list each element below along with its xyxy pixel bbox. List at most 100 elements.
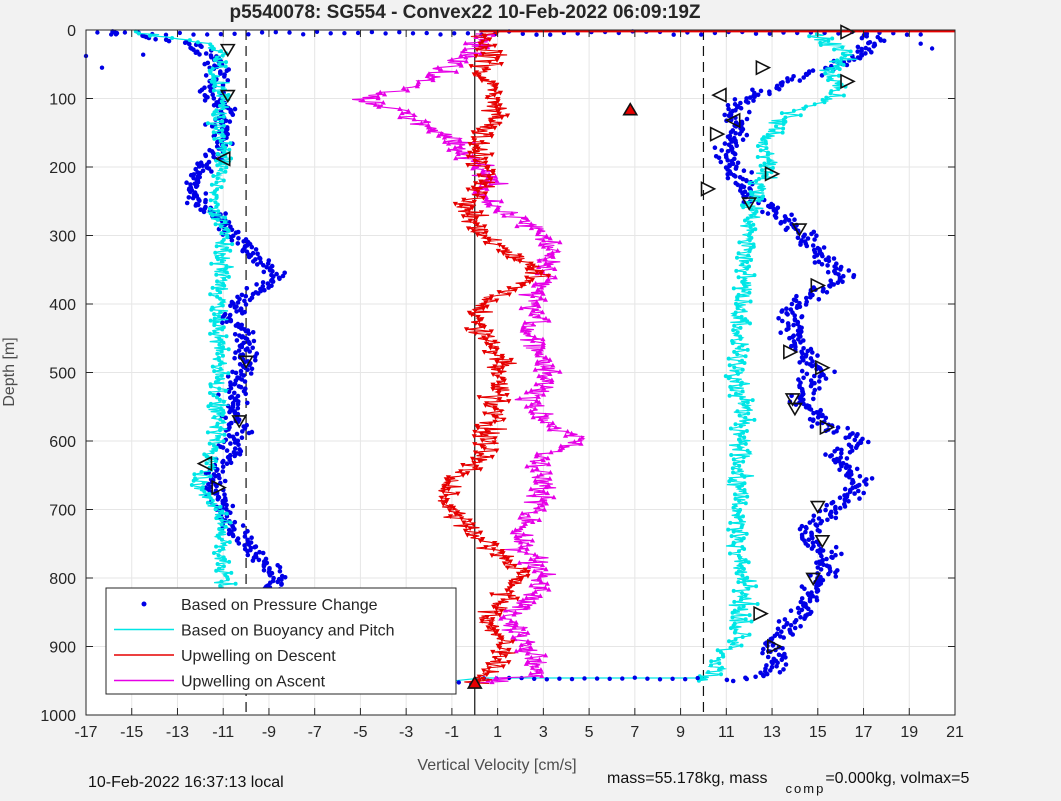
- buoyancy-descent-point: [230, 242, 235, 247]
- pressure-ascent-point: [723, 165, 729, 170]
- x-tick-label: 9: [676, 724, 685, 741]
- pressure-descent-point: [234, 309, 239, 314]
- pressure-ascent-point: [837, 495, 843, 501]
- pressure-surface-point: [410, 31, 416, 36]
- pressure-ascent-point: [808, 378, 814, 383]
- ascent-upwelling-point: [405, 108, 412, 113]
- buoyancy-ascent-point: [745, 260, 750, 265]
- buoyancy-ascent-point: [743, 501, 748, 506]
- pressure-ascent-point: [755, 92, 761, 98]
- dive-marker-left: [711, 87, 727, 103]
- buoyancy-ascent-point: [733, 422, 738, 427]
- mass-readout: mass=55.178kg, mass comp=0.000kg, volmax=…: [607, 770, 969, 796]
- ascent-upwelling-point: [381, 91, 388, 97]
- pressure-descent-point: [228, 441, 233, 446]
- pressure-ascent-point: [724, 677, 730, 683]
- pressure-ascent-point: [859, 46, 864, 52]
- x-tick-label: -15: [120, 724, 143, 741]
- buoyancy-descent-point: [226, 371, 231, 376]
- descent-upwelling-point: [506, 292, 513, 298]
- descent-upwelling-point: [496, 658, 503, 664]
- ascent-upwelling-point: [538, 284, 545, 290]
- descent-upwelling-point: [472, 308, 478, 314]
- buoyancy-ascent-point: [731, 457, 736, 462]
- ascent-upwelling-point: [528, 311, 534, 317]
- x-tick-label: -5: [353, 724, 367, 741]
- buoyancy-ascent-point: [749, 258, 753, 262]
- descent-upwelling-point: [503, 247, 509, 252]
- descent-upwelling-point: [491, 93, 498, 98]
- buoyancy-descent-point: [227, 147, 232, 152]
- ascent-upwelling-point: [519, 510, 525, 516]
- pressure-ascent-point: [821, 286, 826, 292]
- buoyancy-ascent-point: [734, 391, 738, 396]
- dive-marker-right: [700, 181, 717, 197]
- pressure-ascent-point: [810, 518, 816, 523]
- descent-upwelling-point: [447, 514, 454, 519]
- ascent-upwelling-point: [532, 558, 538, 563]
- pressure-descent-point: [264, 265, 270, 270]
- buoyancy-descent-point: [212, 323, 217, 328]
- ascent-upwelling-point: [547, 469, 554, 475]
- pressure-ascent-point: [825, 269, 831, 275]
- pressure-surface-point: [671, 32, 676, 37]
- buoyancy-ascent-point: [743, 441, 748, 446]
- ascent-upwelling-point: [542, 652, 549, 658]
- pressure-ascent-point: [834, 428, 839, 434]
- pressure-ascent-point: [799, 607, 805, 613]
- buoyancy-descent-point: [211, 88, 216, 93]
- x-tick-label: 1: [493, 724, 502, 741]
- ascent-upwelling-point: [493, 675, 499, 681]
- pressure-ascent-point: [823, 376, 829, 381]
- ascent-upwelling-point: [494, 178, 500, 183]
- pressure-descent-point: [236, 442, 241, 448]
- buoyancy-descent-point: [217, 342, 222, 347]
- pressure-ascent-point: [867, 40, 873, 45]
- pressure-ascent-point: [744, 132, 750, 138]
- buoyancy-ascent-point: [754, 209, 759, 214]
- pressure-descent-point: [224, 448, 230, 453]
- pressure-ascent-point: [784, 311, 789, 316]
- pressure-descent-point: [243, 391, 248, 397]
- buoyancy-descent-point: [215, 351, 220, 356]
- pressure-ascent-point: [835, 568, 840, 573]
- ascent-upwelling-point: [520, 626, 527, 631]
- buoyancy-ascent-point: [749, 619, 754, 624]
- buoyancy-ascent-point: [736, 444, 741, 449]
- pressure-ascent-point: [832, 369, 837, 375]
- buoyancy-ascent-point: [731, 588, 736, 593]
- buoyancy-descent-point: [229, 570, 234, 575]
- x-tick-label: -7: [308, 724, 322, 741]
- pressure-descent-point: [225, 374, 231, 379]
- pressure-ascent-point: [855, 44, 861, 50]
- pressure-surface-point: [301, 32, 306, 37]
- ascent-upwelling-point: [462, 40, 469, 46]
- buoyancy-descent-point: [223, 169, 228, 174]
- x-tick-label: 21: [946, 724, 964, 741]
- ascent-upwelling-point: [539, 289, 545, 294]
- pressure-ascent-point: [751, 98, 756, 103]
- buoyancy-ascent-point: [728, 426, 733, 431]
- ascent-upwelling-point: [441, 134, 448, 140]
- pressure-descent-point: [255, 291, 261, 296]
- buoyancy-ascent-point: [717, 667, 722, 672]
- buoyancy-descent-point: [221, 114, 226, 119]
- pressure-ascent-point: [807, 416, 813, 422]
- pressure-ascent-point: [785, 321, 791, 326]
- descent-upwelling-point: [492, 436, 498, 441]
- descent-upwelling-point: [498, 608, 505, 614]
- buoyancy-ascent-point: [743, 415, 748, 420]
- dive-marker-down: [809, 500, 826, 515]
- pressure-ascent-point: [803, 524, 809, 530]
- buoyancy-ascent-point: [744, 429, 749, 433]
- buoyancy-ascent-point: [779, 111, 784, 116]
- buoyancy-ascent-point: [731, 286, 736, 291]
- buoyancy-ascent-point: [732, 349, 737, 354]
- descent-upwelling-point: [468, 64, 474, 69]
- descent-upwelling-point: [453, 512, 459, 517]
- buoyancy-ascent-point: [756, 144, 760, 148]
- pressure-descent-point: [239, 344, 245, 350]
- buoyancy-ascent-point: [740, 358, 744, 363]
- ascent-upwelling-point: [521, 531, 527, 537]
- ascent-upwelling-point: [498, 615, 504, 621]
